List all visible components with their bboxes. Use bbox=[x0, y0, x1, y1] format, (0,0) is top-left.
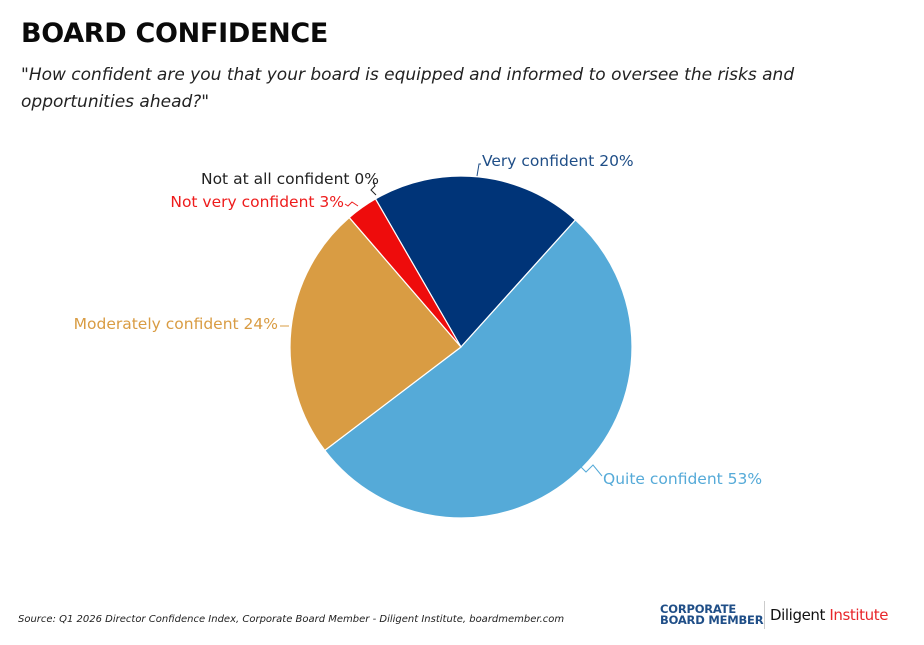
label-not-very-confident: Not very confident 3% bbox=[170, 193, 344, 211]
leader-not-very-confident bbox=[344, 201, 359, 207]
logo-diligent: Diligent bbox=[770, 606, 825, 624]
logo-cbm-line2: BOARD MEMBER bbox=[660, 613, 764, 627]
leader-not-at-all-confident bbox=[370, 181, 377, 196]
label-not-at-all-confident: Not at all confident 0% bbox=[201, 170, 379, 188]
logo-cbm-line1: CORPORATE bbox=[660, 602, 737, 616]
diligent-institute-logo: Diligent Institute bbox=[770, 606, 888, 624]
label-quite-confident: Quite confident 53% bbox=[603, 470, 762, 488]
label-very-confident: Very confident 20% bbox=[482, 152, 634, 170]
pie-slice-very-confident bbox=[374, 175, 577, 349]
source-note: Source: Q1 2026 Director Confidence Inde… bbox=[18, 614, 565, 625]
corporate-board-member-logo: CORPORATE BOARD MEMBER bbox=[660, 602, 764, 627]
label-moderately-confident: Moderately confident 24% bbox=[74, 315, 278, 333]
pie-chart: Very confident 20% Quite confident 53% M… bbox=[74, 152, 763, 519]
pie-slice-quite-confident bbox=[323, 219, 633, 519]
leader-very-confident bbox=[476, 163, 481, 177]
logo-institute: Institute bbox=[829, 606, 889, 624]
slice-labels: Very confident 20% Quite confident 53% M… bbox=[74, 152, 763, 488]
chart-title: BOARD CONFIDENCE bbox=[21, 18, 329, 49]
leader-lines bbox=[280, 163, 603, 477]
pie-slice-not-very-confident bbox=[348, 198, 462, 348]
pie-slice-moderately-confident bbox=[289, 216, 462, 452]
chart-question: "How confident are you that your board i… bbox=[21, 65, 795, 112]
leader-quite-confident bbox=[575, 461, 603, 477]
pie-slices bbox=[289, 175, 633, 519]
logo-divider bbox=[764, 601, 765, 629]
